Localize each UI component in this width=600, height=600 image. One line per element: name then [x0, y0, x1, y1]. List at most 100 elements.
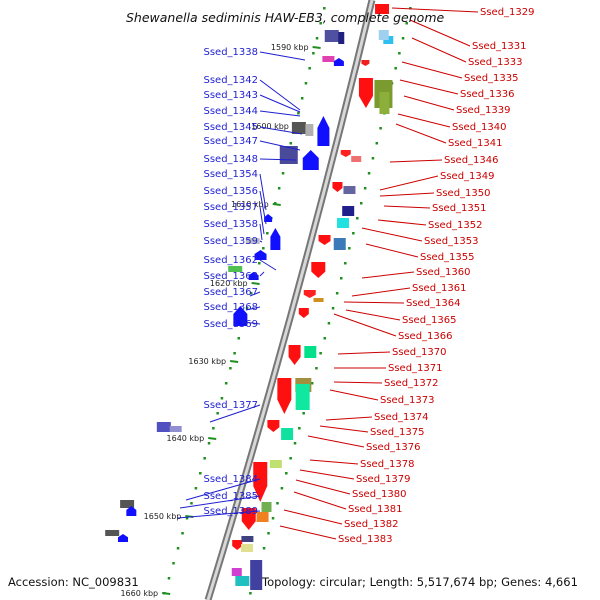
tick-dot	[271, 517, 275, 520]
gene-label-left[interactable]: Ssed_1359	[203, 236, 258, 247]
gene-label-left[interactable]: Ssed_1343	[203, 90, 258, 101]
tick-dot	[352, 232, 355, 235]
gene-label-left[interactable]: Ssed_1363	[203, 271, 258, 282]
gene-label-right[interactable]: Ssed_1380	[352, 489, 407, 500]
gene-label-left[interactable]: Ssed_1377	[203, 400, 258, 411]
leader-lines	[177, 7, 479, 540]
genome-summary: Topology: circular; Length: 5,517,674 bp…	[261, 575, 578, 589]
tick-dot	[289, 457, 292, 460]
gene-label-right[interactable]: Ssed_1372	[384, 378, 439, 389]
gene-label-right[interactable]: Ssed_1351	[432, 203, 487, 214]
gene-label-left[interactable]: Ssed_1356	[203, 186, 258, 197]
gene-arrow	[318, 235, 331, 245]
tick-dot	[216, 412, 219, 415]
tick-dot	[266, 232, 269, 235]
leader-line	[351, 287, 411, 297]
gene-label-left[interactable]: Ssed_1345	[203, 122, 258, 133]
tick-dot	[363, 187, 367, 190]
leader-line	[307, 435, 365, 448]
gene-arrow	[288, 345, 301, 365]
gene-arrow	[270, 228, 281, 250]
gene-label-right[interactable]: Ssed_1375	[370, 427, 425, 438]
gene-feature	[240, 544, 253, 552]
gene-label-right[interactable]: Ssed_1370	[392, 347, 447, 358]
kbp-tick	[272, 203, 281, 206]
tick-dot	[262, 547, 266, 550]
leader-line	[185, 478, 261, 501]
tick-dot	[371, 157, 375, 160]
gene-label-left[interactable]: Ssed_1348	[203, 154, 258, 165]
gene-arrow	[241, 508, 256, 530]
tick-dot	[312, 52, 315, 55]
gene-label-right[interactable]: Ssed_1355	[420, 252, 475, 263]
gene-label-right[interactable]: Ssed_1352	[428, 220, 483, 231]
gene-label-right[interactable]: Ssed_1371	[388, 363, 443, 374]
tick-dot	[277, 187, 281, 190]
gene-label-right[interactable]: Ssed_1383	[338, 534, 393, 545]
gene-feature	[379, 92, 390, 114]
gene-label-left[interactable]: Ssed_1369	[203, 319, 258, 330]
gene-label-right[interactable]: Ssed_1376	[366, 442, 421, 453]
gene-label-right[interactable]: Ssed_1381	[348, 504, 403, 515]
gene-features	[105, 4, 394, 590]
tick-dot	[315, 37, 319, 40]
gene-label-right[interactable]: Ssed_1366	[398, 331, 453, 342]
gene-label-right[interactable]: Ssed_1349	[440, 171, 495, 182]
leader-line	[389, 159, 443, 163]
leader-line	[299, 469, 355, 480]
gene-label-left[interactable]: Ssed_1368	[203, 302, 258, 313]
gene-label-right[interactable]: Ssed_1365	[402, 315, 457, 326]
kbp-label: 1650 kbp	[144, 512, 182, 521]
gene-label-right[interactable]: Ssed_1382	[344, 519, 399, 530]
gene-feature	[235, 576, 250, 586]
gene-label-right[interactable]: Ssed_1373	[380, 395, 435, 406]
gene-feature	[338, 32, 345, 44]
gene-label-right[interactable]: Ssed_1331	[472, 41, 527, 52]
gene-label-right[interactable]: Ssed_1378	[360, 459, 415, 470]
gene-label-right[interactable]: Ssed_1364	[406, 298, 461, 309]
tick-dot	[245, 307, 249, 310]
gene-label-right[interactable]: Ssed_1333	[468, 57, 523, 68]
gene-label-left[interactable]: Ssed_1342	[203, 75, 258, 86]
gene-feature	[295, 384, 310, 410]
gene-label-right[interactable]: Ssed_1350	[436, 188, 491, 199]
gene-label-left[interactable]: Ssed_1357	[203, 202, 258, 213]
gene-label-left[interactable]: Ssed_1362	[203, 255, 258, 266]
tick-dot	[327, 322, 331, 325]
gene-arrow	[340, 150, 351, 157]
kbp-label: 1640 kbp	[167, 434, 205, 443]
gene-label-right[interactable]: Ssed_1346	[444, 155, 499, 166]
leader-line	[259, 271, 265, 277]
gene-label-left[interactable]: Ssed_1367	[203, 287, 258, 298]
gene-arrow	[332, 182, 343, 192]
tick-dot	[167, 577, 171, 580]
tick-dot	[401, 37, 405, 40]
gene-label-left[interactable]: Ssed_1344	[203, 106, 258, 117]
gene-label-right[interactable]: Ssed_1374	[374, 412, 429, 423]
gene-label-right[interactable]: Ssed_1336	[460, 89, 515, 100]
gene-label-right[interactable]: Ssed_1361	[412, 283, 467, 294]
gene-label-left[interactable]: Ssed_1338	[203, 47, 258, 58]
gene-label-right[interactable]: Ssed_1341	[448, 138, 503, 149]
gene-label-left[interactable]: Ssed_1347	[203, 136, 258, 147]
gene-label-right[interactable]: Ssed_1353	[424, 236, 479, 247]
gene-label-left[interactable]: Ssed_1384	[203, 474, 258, 485]
leader-line	[283, 509, 343, 525]
leader-line	[243, 321, 261, 325]
gene-label-right[interactable]: Ssed_1339	[456, 105, 511, 116]
gene-label-right[interactable]: Ssed_1360	[416, 267, 471, 278]
gene-label-left[interactable]: Ssed_1389	[203, 506, 258, 517]
gene-label-right[interactable]: Ssed_1379	[356, 474, 411, 485]
gene-label-right[interactable]: Ssed_1340	[452, 122, 507, 133]
gene-label-left[interactable]: Ssed_1354	[203, 169, 258, 180]
gene-label-left[interactable]: Ssed_1358	[203, 219, 258, 230]
leader-line	[411, 37, 467, 63]
leader-line	[379, 175, 439, 191]
gene-label-right[interactable]: Ssed_1329	[480, 7, 535, 18]
gene-label-right[interactable]: Ssed_1335	[464, 73, 519, 84]
gene-arrow	[267, 420, 280, 432]
tick-dot	[339, 277, 343, 280]
gene-label-left[interactable]: Ssed_1385	[203, 491, 258, 502]
tick-dot	[298, 427, 301, 430]
tick-dot	[398, 52, 401, 55]
